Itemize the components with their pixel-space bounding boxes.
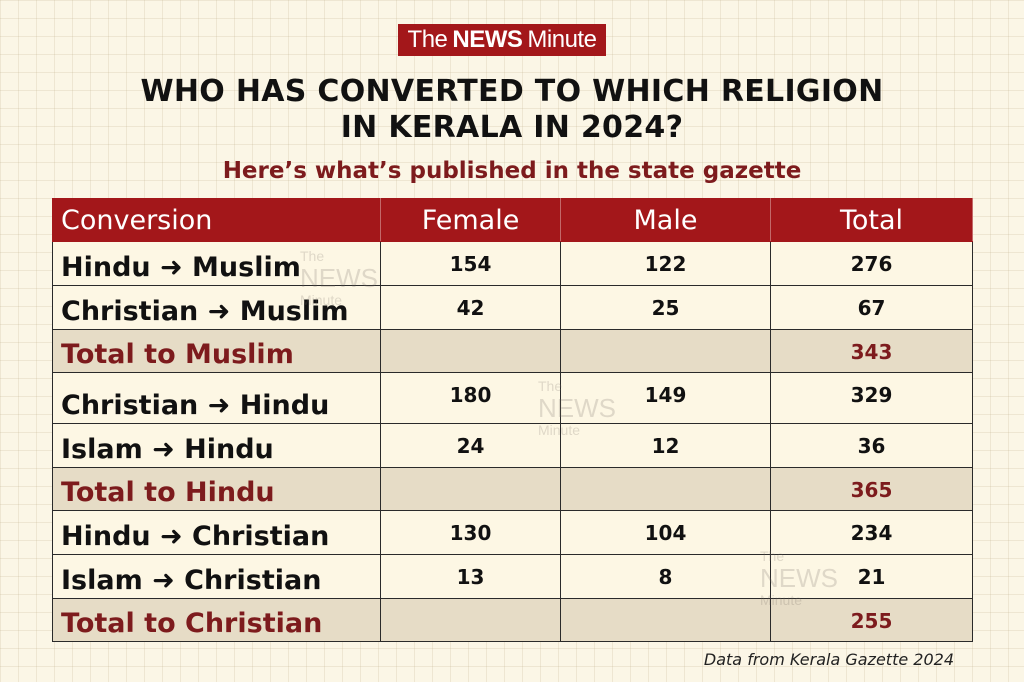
cell-female: 13 (380, 554, 561, 599)
brand-bold: NEWS (452, 26, 523, 53)
cell-total: 329 (770, 372, 973, 424)
brand-logo: The NEWS Minute (398, 24, 606, 56)
source-note: Data from Kerala Gazette 2024 (703, 650, 954, 669)
table-row: Christian ➜ Muslim 42 25 67 (52, 285, 973, 330)
table-row: Christian ➜ Hindu 180 149 329 (52, 372, 973, 424)
chart-subtitle: Here’s what’s published in the state gaz… (222, 158, 802, 184)
cell-total: 67 (770, 285, 973, 330)
cell-conversion: Total to Muslim (52, 329, 381, 373)
cell-female: 42 (380, 285, 561, 330)
cell-conversion: Islam ➜ Hindu (52, 423, 381, 468)
table-header-row: Conversion Female Male Total (52, 198, 973, 242)
cell-male: 8 (560, 554, 771, 599)
table-total-row: Total to Hindu 365 (52, 467, 973, 511)
cell-female (380, 329, 561, 373)
cell-conversion: Islam ➜ Christian (52, 554, 381, 599)
column-header-total: Total (770, 198, 973, 242)
cell-male: 104 (560, 510, 771, 555)
cell-male: 149 (560, 372, 771, 424)
cell-male (560, 598, 771, 642)
column-header-conversion: Conversion (52, 198, 381, 242)
cell-total: 365 (770, 467, 973, 511)
cell-conversion: Total to Christian (52, 598, 381, 642)
cell-male (560, 467, 771, 511)
table-row: Hindu ➜ Muslim 154 122 276 (52, 241, 973, 286)
cell-female (380, 467, 561, 511)
conversion-table: Conversion Female Male Total Hindu ➜ Mus… (52, 198, 973, 642)
table-row: Islam ➜ Christian 13 8 21 (52, 554, 973, 599)
cell-conversion: Hindu ➜ Muslim (52, 241, 381, 286)
cell-female: 180 (380, 372, 561, 424)
table-total-row: Total to Muslim 343 (52, 329, 973, 373)
cell-total: 343 (770, 329, 973, 373)
brand-post: Minute (527, 26, 597, 53)
cell-total: 255 (770, 598, 973, 642)
cell-male: 12 (560, 423, 771, 468)
cell-total: 36 (770, 423, 973, 468)
cell-male: 122 (560, 241, 771, 286)
table-row: Hindu ➜ Christian 130 104 234 (52, 510, 973, 555)
cell-male (560, 329, 771, 373)
cell-total: 276 (770, 241, 973, 286)
chart-title-line2: IN KERALA IN 2024? (340, 110, 684, 145)
cell-conversion: Hindu ➜ Christian (52, 510, 381, 555)
cell-total: 234 (770, 510, 973, 555)
chart-title-line1: WHO HAS CONVERTED TO WHICH RELIGION (140, 74, 884, 109)
table-body: Hindu ➜ Muslim 154 122 276 Christian ➜ Musli… (52, 241, 973, 642)
cell-male: 25 (560, 285, 771, 330)
cell-female (380, 598, 561, 642)
brand-pre: The (407, 26, 448, 53)
cell-female: 154 (380, 241, 561, 286)
cell-total: 21 (770, 554, 973, 599)
cell-conversion: Christian ➜ Muslim (52, 285, 381, 330)
table-row: Islam ➜ Hindu 24 12 36 (52, 423, 973, 468)
cell-female: 130 (380, 510, 561, 555)
cell-conversion: Total to Hindu (52, 467, 381, 511)
cell-conversion: Christian ➜ Hindu (52, 372, 381, 424)
cell-female: 24 (380, 423, 561, 468)
column-header-male: Male (560, 198, 771, 242)
column-header-female: Female (380, 198, 561, 242)
table-total-row: Total to Christian 255 (52, 598, 973, 642)
